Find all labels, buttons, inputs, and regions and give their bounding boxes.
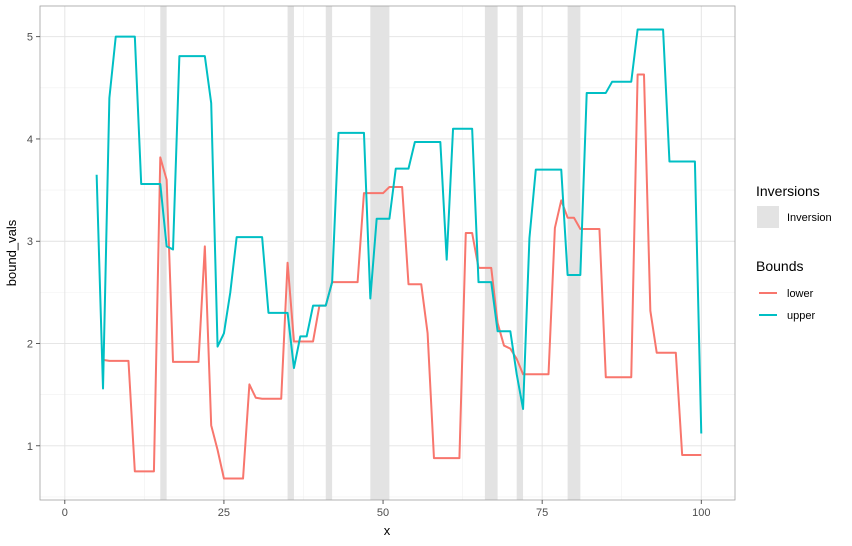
plot-panel (39, 5, 736, 501)
inversion-band-3 (370, 6, 390, 500)
legend-inversions-title: Inversions (756, 183, 820, 199)
inversion-band-6 (567, 6, 581, 500)
y-tick-label-3: 4 (27, 134, 33, 146)
x-axis-title: x (384, 523, 391, 538)
y-tick-label-1: 2 (27, 339, 33, 351)
inversion-bands (160, 6, 581, 500)
x-axis-ticks: 0 25 50 75 100 (62, 500, 710, 519)
series-lines (95, 28, 703, 480)
x-tick-label-2: 50 (377, 507, 389, 519)
inversion-band-5 (516, 6, 524, 500)
series-line-lower (102, 73, 702, 480)
inversion-band-4 (484, 6, 498, 500)
inversion-band-1 (287, 6, 294, 500)
series-line-upper (95, 28, 703, 434)
panel-border (39, 5, 736, 501)
inversion-band-2 (325, 6, 333, 500)
legend-inversion-label: Inversion (787, 212, 832, 224)
y-tick-label-4: 5 (27, 32, 33, 44)
y-axis-title: bound_vals (4, 219, 19, 286)
x-tick-label-0: 0 (62, 507, 68, 519)
y-tick-label-2: 3 (27, 236, 33, 248)
legend-upper-label: upper (787, 310, 815, 322)
legend-lower-label: lower (787, 288, 814, 300)
legend: Inversions Inversion Bounds lower upper (756, 183, 832, 322)
x-tick-label-1: 25 (218, 507, 230, 519)
x-tick-label-3: 75 (536, 507, 548, 519)
x-tick-label-4: 100 (692, 507, 710, 519)
y-axis-ticks: 1 2 3 4 5 (27, 32, 40, 453)
legend-bounds-title: Bounds (756, 258, 803, 274)
y-tick-label-0: 1 (27, 441, 33, 453)
legend-inversion-swatch (757, 206, 779, 228)
inversion-band-0 (160, 6, 167, 500)
